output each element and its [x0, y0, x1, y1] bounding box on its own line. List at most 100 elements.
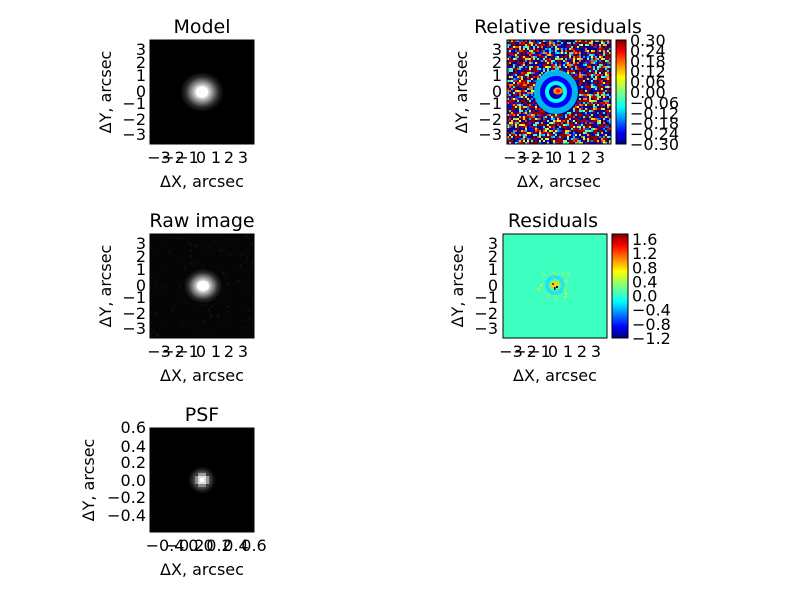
noise-pixel — [567, 66, 569, 68]
noise-pixel — [587, 128, 589, 130]
noise-pixel — [567, 126, 569, 128]
noise-pixel — [605, 136, 607, 138]
noise-pixel — [547, 132, 549, 134]
noise-pixel — [541, 68, 543, 70]
noise-pixel — [523, 86, 525, 88]
noise-pixel — [587, 136, 589, 138]
noise-pixel — [246, 235, 249, 238]
noise-pixel — [549, 118, 551, 120]
panel-model-xticks: −3 −2 −1 0 1 2 3 — [147, 148, 248, 167]
noise-pixel — [581, 120, 583, 122]
noise-pixel — [609, 62, 611, 64]
noise-pixel — [527, 94, 529, 96]
noise-pixel — [523, 124, 525, 126]
noise-pixel — [507, 56, 509, 58]
noise-pixel — [523, 118, 525, 120]
noise-pixel — [559, 132, 561, 134]
noise-pixel — [545, 42, 547, 44]
noise-pixel — [533, 118, 535, 120]
noise-pixel — [579, 132, 581, 134]
noise-pixel — [563, 48, 565, 50]
noise-pixel — [597, 72, 599, 74]
noise-pixel — [535, 76, 537, 78]
noise-pixel — [583, 136, 585, 138]
noise-pixel — [509, 48, 511, 50]
panel-residuals-xticks: −3 −2 −1 0 1 2 3 — [499, 342, 601, 361]
noise-pixel — [581, 98, 583, 100]
noise-pixel — [609, 104, 611, 106]
noise-pixel — [565, 132, 567, 134]
panel-raw-image-title: Raw image — [149, 210, 254, 232]
noise-pixel — [579, 122, 581, 124]
noise-pixel — [561, 120, 563, 122]
noise-pixel — [244, 307, 247, 310]
noise-pixel — [517, 72, 519, 74]
noise-pixel — [551, 120, 553, 122]
noise-pixel — [589, 80, 591, 82]
noise-pixel — [569, 40, 571, 42]
noise-pixel — [525, 54, 527, 56]
noise-pixel — [507, 98, 509, 100]
noise-pixel — [579, 116, 581, 118]
noise-pixel — [509, 68, 511, 70]
noise-pixel — [591, 90, 593, 92]
noise-pixel — [513, 40, 515, 42]
noise-pixel — [517, 130, 519, 132]
noise-pixel — [537, 76, 539, 78]
noise-pixel — [575, 126, 577, 128]
noise-pixel — [581, 118, 583, 120]
noise-pixel — [523, 80, 525, 82]
noise-pixel — [529, 82, 531, 84]
panel-residuals: Residuals 3 2 1 0 −1 −2 −3 −3 −2 — [448, 210, 671, 385]
noise-pixel — [605, 98, 607, 100]
x-tick-label: 0 — [196, 148, 206, 167]
panel-relative-residuals-yticks: 3 2 1 0 −1 −2 −3 — [478, 40, 502, 144]
noise-pixel — [531, 82, 533, 84]
panel-residuals-yticks: 3 2 1 0 −1 −2 −3 — [474, 234, 498, 338]
noise-pixel — [521, 56, 523, 58]
noise-pixel — [529, 84, 531, 86]
noise-pixel — [607, 84, 609, 86]
y-tick-label: −1 — [474, 288, 498, 307]
noise-pixel — [571, 62, 573, 64]
noise-pixel — [585, 124, 587, 126]
noise-pixel — [591, 48, 593, 50]
noise-pixel — [507, 82, 509, 84]
noise-pixel — [531, 90, 533, 92]
noise-pixel — [607, 40, 609, 42]
noise-pixel — [521, 104, 523, 106]
noise-pixel — [607, 54, 609, 56]
noise-pixel — [569, 112, 571, 114]
noise-pixel — [573, 58, 575, 60]
noise-pixel — [579, 56, 581, 58]
noise-pixel — [607, 138, 609, 140]
noise-pixel — [507, 114, 509, 116]
noise-pixel — [591, 80, 593, 82]
noise-pixel — [603, 78, 605, 80]
noise-pixel — [599, 78, 601, 80]
noise-pixel — [511, 46, 513, 48]
noise-pixel — [589, 56, 591, 58]
noise-pixel — [609, 50, 611, 52]
noise-pixel — [601, 72, 603, 74]
noise-pixel — [539, 124, 541, 126]
noise-pixel — [523, 122, 525, 124]
noise-pixel — [539, 50, 541, 52]
noise-pixel — [549, 124, 551, 126]
noise-pixel — [553, 114, 555, 116]
noise-pixel — [603, 66, 605, 68]
noise-pixel — [509, 42, 511, 44]
noise-pixel — [599, 88, 601, 90]
noise-pixel — [543, 52, 545, 54]
noise-pixel — [583, 126, 585, 128]
noise-pixel — [525, 40, 527, 42]
noise-pixel — [571, 60, 573, 62]
noise-pixel — [521, 86, 523, 88]
noise-pixel — [575, 68, 577, 70]
noise-pixel — [569, 68, 571, 70]
noise-pixel — [561, 128, 563, 130]
noise-pixel — [597, 40, 599, 42]
noise-pixel — [189, 257, 192, 260]
noise-pixel — [555, 120, 557, 122]
noise-pixel — [583, 44, 585, 46]
